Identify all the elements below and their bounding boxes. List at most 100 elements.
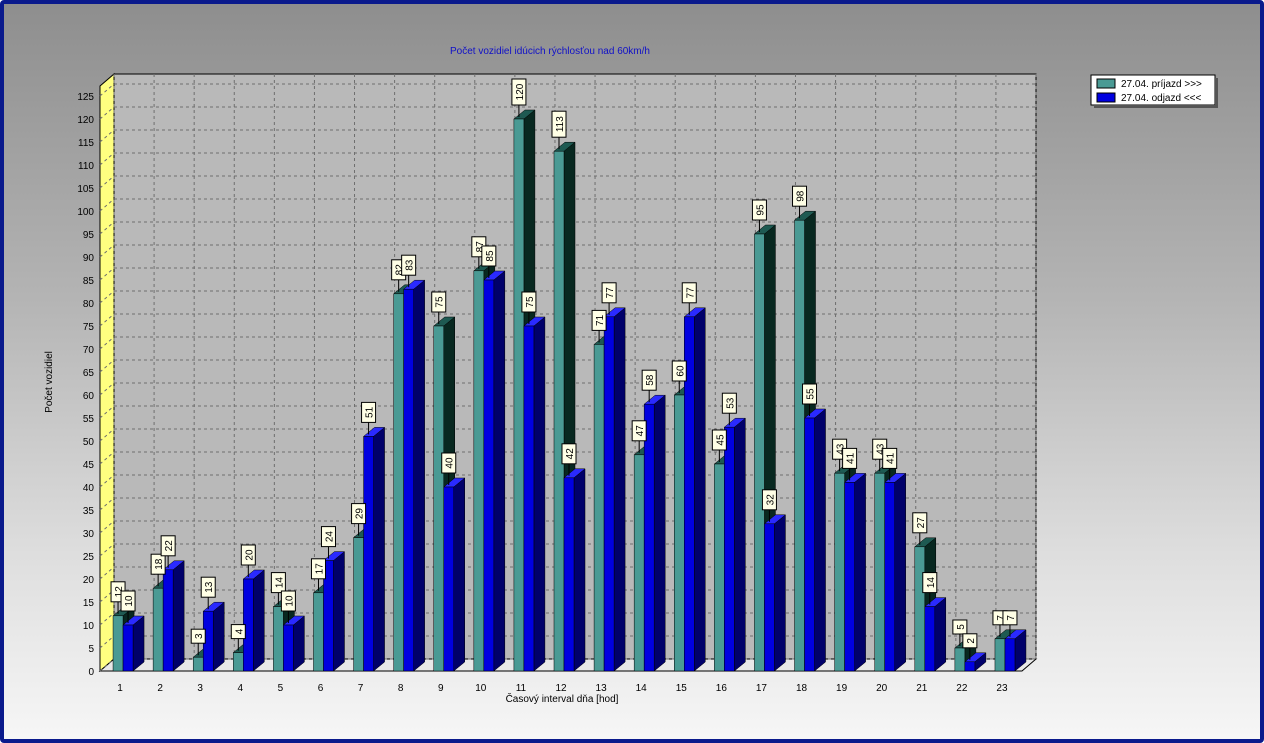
- bar-side: [573, 468, 586, 672]
- bar-label-box: [721, 392, 737, 414]
- bar-label-value: 18: [154, 558, 165, 570]
- bar: [924, 606, 936, 672]
- bar: [954, 647, 966, 672]
- bar-label-box: [120, 590, 136, 612]
- bar-label: 41: [842, 447, 858, 469]
- y-tick-label: 120: [77, 115, 94, 126]
- bar-label: 51: [361, 401, 377, 423]
- bar-side: [293, 615, 305, 672]
- x-tick-label: 15: [676, 683, 688, 694]
- bar-side: [814, 408, 826, 672]
- x-tick-label: 2: [157, 683, 163, 694]
- x-tick-label: 17: [756, 683, 768, 694]
- bar-label: 22: [160, 535, 176, 557]
- bar-label: 47: [631, 420, 647, 442]
- bar-side: [653, 394, 666, 672]
- x-tick-label: 22: [956, 683, 968, 694]
- bar-side: [934, 597, 947, 672]
- bar-label-box: [711, 429, 727, 451]
- bar-label-box: [882, 447, 898, 469]
- bar-label: 32: [761, 489, 777, 511]
- x-tick-label: 10: [475, 683, 487, 694]
- bar-label-value: 47: [635, 425, 646, 437]
- bar-label-box: [270, 572, 286, 594]
- y-tick-label: 60: [83, 391, 95, 402]
- bar-label-box: [230, 624, 246, 640]
- bar-label-value: 98: [796, 190, 807, 202]
- bar-label: 41: [882, 447, 898, 469]
- bar: [513, 118, 525, 672]
- x-tick-label: 7: [358, 683, 364, 694]
- y-tick-label: 20: [83, 575, 95, 586]
- y-tick-label: 125: [77, 92, 94, 103]
- bar-label-box: [761, 489, 777, 511]
- y-tick-label: 50: [83, 437, 95, 448]
- bar-label: 10: [120, 590, 136, 612]
- bar: [804, 417, 815, 672]
- bar-label-value: 14: [926, 577, 937, 589]
- bar-label-box: [561, 443, 577, 465]
- y-tick-label: 15: [83, 598, 95, 609]
- bar-label-value: 43: [876, 443, 887, 455]
- bar: [633, 454, 645, 672]
- bar-label: 17: [310, 558, 326, 580]
- y-tick-label: 110: [78, 161, 94, 172]
- x-tick-label: 9: [438, 683, 444, 694]
- legend-label-departure: 27.04. odjazd <<<: [1121, 93, 1202, 104]
- bar-label: 10: [280, 590, 296, 612]
- bar: [353, 537, 364, 672]
- x-tick-label: 13: [596, 683, 608, 694]
- bar-label-value: 14: [274, 577, 285, 589]
- bar: [764, 523, 775, 672]
- bar-label: 75: [431, 291, 447, 313]
- bar-label-value: 53: [725, 397, 736, 409]
- bar-label-value: 17: [314, 563, 325, 575]
- bar-label-box: [310, 558, 326, 580]
- bar-side: [453, 477, 465, 672]
- bar-label-box: [240, 544, 256, 566]
- bar-side: [533, 316, 546, 672]
- bar-label-value: 77: [605, 287, 616, 299]
- y-tick-label: 75: [83, 322, 95, 333]
- bar-label-value: 43: [836, 443, 847, 455]
- x-tick-label: 23: [996, 683, 1008, 694]
- x-tick-label: 20: [876, 683, 888, 694]
- y-tick-label: 5: [88, 644, 94, 655]
- bar-label-value: 60: [675, 365, 686, 377]
- bar-label-box: [912, 512, 928, 534]
- legend: 27.04. príjazd >>> 27.04. odjazd <<<: [1090, 74, 1218, 108]
- bar-label-box: [280, 590, 296, 612]
- bar: [273, 606, 284, 672]
- bar-label-value: 120: [515, 83, 526, 100]
- bar-label: 24: [320, 526, 336, 548]
- bar: [122, 624, 134, 672]
- bar: [874, 472, 885, 672]
- bar-label-value: 10: [284, 595, 295, 607]
- bar-label-value: 29: [355, 508, 366, 520]
- bar: [433, 325, 444, 672]
- bar-label: 98: [792, 185, 808, 207]
- bar-label-box: [521, 291, 537, 313]
- bar-label: 14: [922, 572, 938, 594]
- bar-label-box: [150, 553, 166, 575]
- bar: [313, 592, 324, 672]
- bar-label-box: [631, 420, 647, 442]
- bar-label-value: 13: [204, 581, 215, 593]
- bar-label-box: [952, 619, 968, 635]
- bar-label-box: [842, 447, 858, 469]
- bar-label-value: 51: [365, 406, 376, 418]
- x-tick-label: 4: [238, 683, 244, 694]
- y-axis-label: Počet vozidiel: [44, 351, 55, 413]
- bar-side: [132, 615, 145, 672]
- x-tick-label: 18: [796, 683, 808, 694]
- bar: [483, 279, 495, 672]
- bar-label-value: 4: [234, 628, 245, 634]
- x-tick-label: 16: [716, 683, 728, 694]
- legend-label-arrival: 27.04. príjazd >>>: [1121, 79, 1202, 90]
- bar-label-value: 113: [555, 116, 566, 132]
- bar: [233, 652, 244, 672]
- y-axis-ticks: 0 5 10 15 20 25 30 35 40 45 50 55 60 65 70 75 80 85 90 95 10…: [77, 92, 94, 678]
- bar-label-value: 12: [114, 586, 125, 598]
- bar-label-value: 71: [595, 314, 606, 326]
